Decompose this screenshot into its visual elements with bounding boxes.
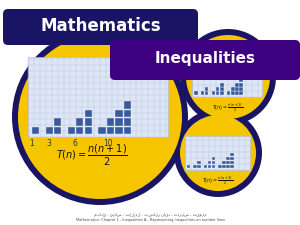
Bar <box>205 91 208 95</box>
Bar <box>28 57 168 137</box>
Bar <box>107 127 114 134</box>
Bar <box>76 127 83 134</box>
Circle shape <box>18 35 182 199</box>
Bar <box>124 118 131 126</box>
Bar <box>220 87 224 91</box>
Bar <box>239 79 243 82</box>
Bar <box>216 91 219 95</box>
Bar <box>115 118 122 126</box>
Text: 3: 3 <box>46 139 51 148</box>
Bar <box>226 161 230 164</box>
Bar <box>192 61 262 97</box>
Text: Mathematics: Mathematics <box>40 17 161 35</box>
Bar <box>208 165 211 168</box>
Bar <box>208 161 211 164</box>
Bar <box>222 161 226 164</box>
Bar <box>230 165 234 168</box>
Bar <box>187 165 190 168</box>
Text: $T(n)=\frac{n(n+1)}{2}$: $T(n)=\frac{n(n+1)}{2}$ <box>202 175 234 187</box>
Circle shape <box>174 109 262 197</box>
Bar <box>220 91 224 95</box>
Bar <box>46 127 53 134</box>
Bar <box>216 87 219 91</box>
Bar <box>32 127 39 134</box>
Circle shape <box>12 29 188 205</box>
Bar <box>239 83 243 87</box>
Bar <box>231 91 235 95</box>
Bar <box>235 87 239 91</box>
Bar <box>235 83 239 87</box>
Bar <box>124 110 131 117</box>
Bar <box>85 110 92 117</box>
Bar <box>185 136 250 170</box>
Bar <box>212 157 215 160</box>
Bar <box>212 91 215 95</box>
Bar <box>239 91 243 95</box>
Bar <box>197 161 201 164</box>
Text: Mathematics: Chapter 1 - Inequalities A - Representing inequalities on number li: Mathematics: Chapter 1 - Inequalities A … <box>76 218 224 222</box>
Bar <box>85 127 92 134</box>
Circle shape <box>186 35 270 119</box>
Bar <box>222 165 226 168</box>
Text: مبادئ - قياس - تحليل - تفكير ناقد - تدريس - تقويم: مبادئ - قياس - تحليل - تفكير ناقد - تدري… <box>94 213 206 217</box>
Bar <box>235 91 239 95</box>
Circle shape <box>180 115 256 191</box>
Bar <box>197 165 201 168</box>
Bar <box>85 118 92 126</box>
Text: Inequalities: Inequalities <box>154 52 256 67</box>
Text: $T(n) = \dfrac{n(n+1)}{2}$: $T(n) = \dfrac{n(n+1)}{2}$ <box>56 142 128 168</box>
Bar <box>231 87 235 91</box>
Bar <box>205 87 208 91</box>
Bar <box>212 165 215 168</box>
Bar <box>115 127 122 134</box>
Bar <box>201 91 204 95</box>
Bar <box>194 91 198 95</box>
Bar <box>54 127 61 134</box>
Bar <box>226 165 230 168</box>
Bar <box>239 87 243 91</box>
Text: $T(n)=\frac{n(n+1)}{2}$: $T(n)=\frac{n(n+1)}{2}$ <box>212 102 244 114</box>
Text: 10: 10 <box>104 139 113 148</box>
Bar <box>107 118 114 126</box>
Bar <box>220 83 224 87</box>
Bar <box>218 165 222 168</box>
Circle shape <box>180 29 276 125</box>
Bar <box>194 165 197 168</box>
Text: 6: 6 <box>72 139 77 148</box>
Bar <box>124 101 131 108</box>
Bar <box>76 118 83 126</box>
Text: 1: 1 <box>30 139 34 148</box>
FancyBboxPatch shape <box>3 9 198 45</box>
Bar <box>230 157 234 160</box>
Bar <box>68 127 75 134</box>
Bar <box>230 153 234 156</box>
Bar <box>54 118 61 126</box>
Bar <box>115 110 122 117</box>
Bar <box>98 127 106 134</box>
Bar <box>230 161 234 164</box>
Bar <box>204 165 207 168</box>
Bar <box>227 91 230 95</box>
FancyBboxPatch shape <box>110 40 300 80</box>
Bar <box>212 161 215 164</box>
Bar <box>124 127 131 134</box>
Bar <box>226 157 230 160</box>
